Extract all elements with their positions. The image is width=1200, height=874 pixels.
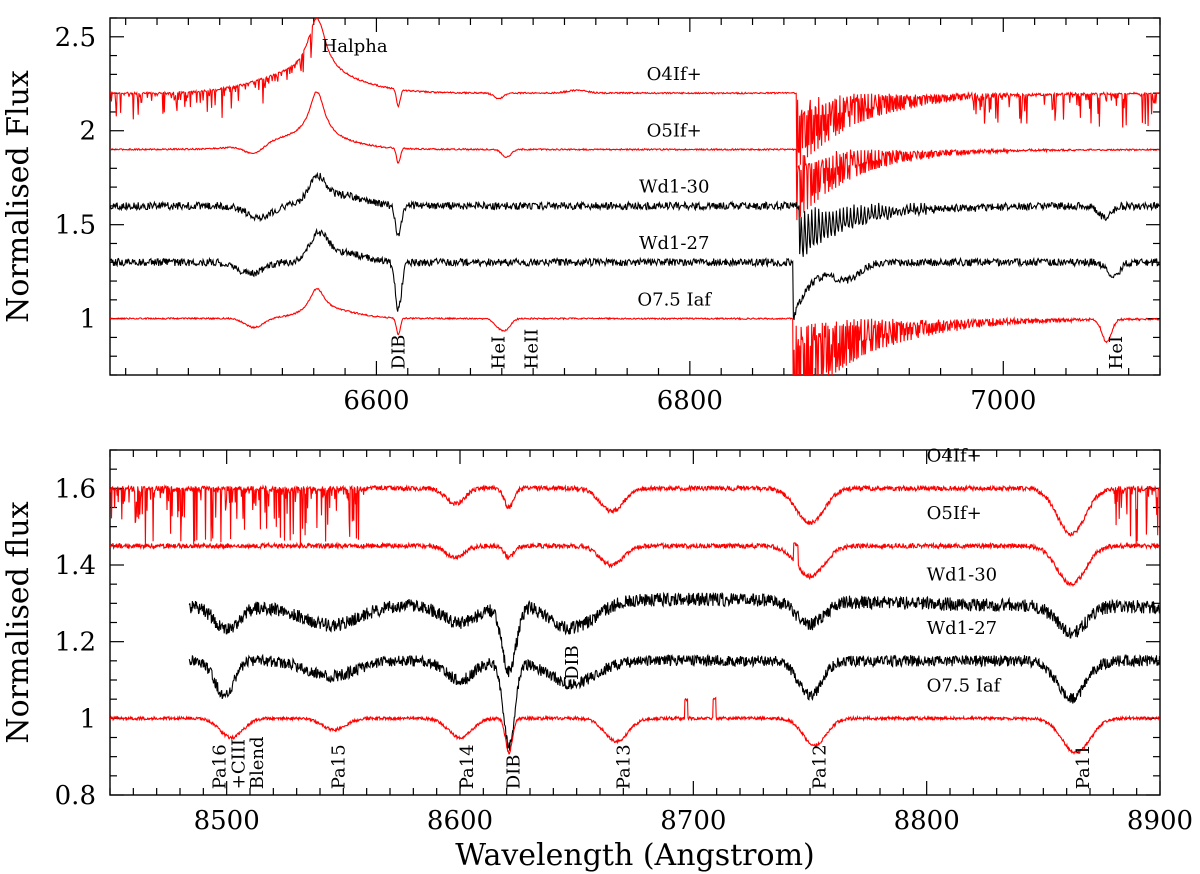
y-tick-label: 1.4 — [55, 551, 96, 581]
series-label: O7.5 Iaf — [927, 676, 1002, 697]
line-annotation: Pa14 — [457, 744, 478, 789]
y-tick-label: 1.5 — [55, 211, 96, 241]
line-annotation: Pa13 — [613, 744, 634, 789]
x-tick-label: 8900 — [1127, 806, 1193, 836]
series-line-wd1-30 — [188, 591, 1160, 678]
line-annotation: +CIII — [228, 739, 249, 789]
series-label: O4If+ — [647, 64, 702, 85]
line-annotation: HeII — [522, 329, 543, 370]
x-tick-label: 7000 — [970, 386, 1036, 416]
y-tick-label: 1.2 — [55, 628, 96, 658]
y-tick-label: 1 — [79, 305, 96, 335]
line-annotation: Pa11 — [1073, 744, 1094, 789]
series-label: Wd1-30 — [927, 564, 997, 585]
x-tick-label: 8700 — [660, 806, 726, 836]
series-label: O5If+ — [927, 503, 982, 524]
line-annotation: HeI — [489, 336, 510, 369]
line-annotation: Pa12 — [809, 744, 830, 789]
series-line-o7-5-iaf — [110, 287, 1160, 375]
x-axis-label: Wavelength (Angstrom) — [455, 838, 815, 873]
series-label: O4If+ — [927, 446, 982, 467]
series-line-wd1-27 — [188, 653, 1160, 751]
bottom-panel: 8500 8600 8700 8800 8900 0.8 1 1.2 1.4 1.6 Normali… — [1, 446, 1193, 874]
series-line-o7-5-iaf — [110, 696, 1160, 755]
series-line-o4if- — [110, 484, 1160, 548]
y-axis-label: Normalised Flux — [1, 70, 36, 323]
series-label: Wd1-30 — [639, 177, 709, 198]
y-tick-label: 0.8 — [55, 781, 96, 811]
y-tick-label: 1 — [79, 704, 96, 734]
line-annotation: DIB — [504, 754, 525, 789]
line-annotation: DIB — [388, 335, 409, 370]
x-tick-label: 8600 — [427, 806, 493, 836]
line-annotation: Pa16 — [210, 744, 231, 789]
line-annotation: DIB — [562, 645, 583, 680]
series-label: O5If+ — [647, 120, 702, 141]
x-tick-label: 6800 — [657, 386, 723, 416]
line-annotation: Pa15 — [329, 744, 350, 789]
line-annotation: Blend — [247, 736, 268, 789]
line-annotation: Halpha — [322, 36, 388, 57]
y-axis-label: Normalised flux — [1, 501, 36, 743]
series-label: Wd1-27 — [927, 618, 997, 639]
series-line-o5if- — [110, 541, 1160, 588]
series-label: Wd1-27 — [639, 233, 709, 254]
plot-frame — [109, 17, 1161, 376]
x-tick-label: 8800 — [894, 806, 960, 836]
series-line-wd1-27 — [110, 227, 1160, 321]
y-tick-label: 2 — [79, 117, 96, 147]
top-panel: 6600 6800 7000 1 1.5 2 2.5 Normalised Flux O4If+… — [1, 17, 1161, 416]
y-tick-label: 1.6 — [55, 474, 96, 504]
x-tick-label: 6600 — [343, 386, 409, 416]
series-line-wd1-30 — [110, 171, 1160, 257]
x-tick-label: 8500 — [194, 806, 260, 836]
series-line-o5if- — [110, 91, 1160, 221]
y-tick-label: 2.5 — [55, 23, 96, 53]
series-label: O7.5 Iaf — [637, 289, 712, 310]
series-group — [110, 18, 1160, 375]
series-line-o4if- — [110, 18, 1160, 168]
series-group — [110, 484, 1160, 755]
line-annotation: HeI — [1106, 336, 1127, 369]
